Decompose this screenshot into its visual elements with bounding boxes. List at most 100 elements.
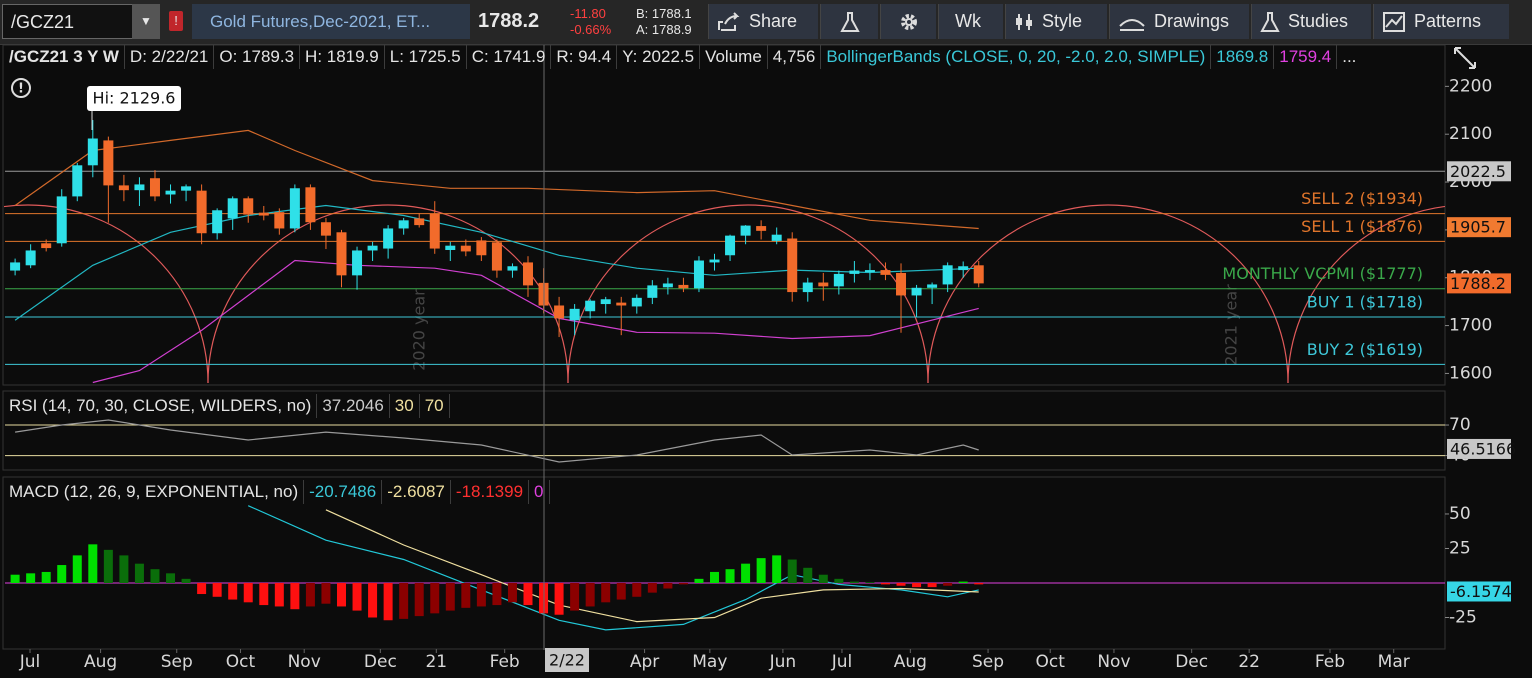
- x-tick-label: Jul: [19, 652, 41, 672]
- last-price: 1788.2: [478, 10, 540, 32]
- rsi-plot: [5, 419, 1445, 463]
- study-value: 70: [420, 394, 450, 418]
- histogram-bar: [632, 582, 642, 597]
- candle-body: [616, 302, 627, 306]
- candle-body: [585, 300, 596, 312]
- studies-button[interactable]: Studies: [1251, 4, 1371, 39]
- candle-body: [87, 138, 98, 166]
- candle-body: [445, 245, 456, 250]
- high-callout: Hi: 2129.6: [93, 89, 176, 108]
- candle-body: [212, 210, 223, 234]
- warning-icon[interactable]: !: [169, 11, 183, 31]
- histogram-bar: [974, 582, 984, 585]
- candle-body: [849, 270, 860, 274]
- button-label: Share: [749, 11, 798, 31]
- candle-body: [118, 185, 129, 191]
- candle-body: [165, 190, 176, 195]
- price-tag-label: -6.1574: [1450, 582, 1512, 601]
- histogram-bar: [585, 582, 595, 607]
- histogram-bar: [10, 574, 20, 583]
- style-icon: [1016, 13, 1032, 30]
- histogram-bar: [57, 565, 67, 583]
- high-callout-box: [87, 86, 181, 111]
- level-label: BUY 2 ($1619): [1307, 340, 1423, 359]
- x-tick-label: Aug: [84, 652, 117, 672]
- period-button[interactable]: Wk: [938, 4, 1003, 39]
- histogram-bar: [290, 582, 300, 610]
- histogram-bar: [212, 582, 222, 597]
- histogram-bar: [119, 555, 129, 583]
- description[interactable]: Gold Futures,Dec-2021, ET...: [192, 4, 470, 39]
- x-tick-label: Jun: [769, 652, 797, 672]
- candle-body: [911, 287, 922, 296]
- button-label: Style: [1042, 11, 1083, 31]
- histogram-bar: [958, 581, 968, 583]
- candle-body: [460, 245, 471, 252]
- indicator-line: [15, 419, 979, 463]
- alert-icon[interactable]: [11, 78, 31, 98]
- ask: A: 1788.9: [636, 22, 692, 37]
- x-tick-label: Feb: [490, 652, 520, 672]
- candle-body: [725, 235, 736, 256]
- header-item: /GCZ21 3 Y W: [4, 45, 125, 69]
- expand-icon[interactable]: [1454, 47, 1476, 69]
- button-label: Patterns: [1414, 11, 1482, 31]
- header-item: R: 94.4: [551, 45, 618, 69]
- price-plot: SELL 2 ($1934) SELL 1 ($1876) MONTHLY VCPM…: [5, 120, 1445, 384]
- year-label: 2021 year: [1222, 284, 1241, 366]
- histogram-bar: [383, 582, 393, 621]
- share-button[interactable]: Share: [708, 4, 818, 39]
- candle-body: [181, 186, 192, 191]
- level-label: SELL 1 ($1876): [1301, 217, 1423, 236]
- candle-body: [72, 165, 83, 197]
- candle-body: [864, 270, 875, 272]
- settings-button[interactable]: [880, 4, 936, 39]
- macd-pane: [2, 476, 1446, 650]
- candle-body: [227, 198, 238, 219]
- indicator-line: [325, 509, 979, 623]
- candle-body: [336, 232, 347, 276]
- candle-body: [41, 243, 52, 249]
- macd-plot: [5, 505, 1445, 631]
- candle-body: [600, 299, 611, 305]
- symbol-dropdown[interactable]: ▼: [132, 4, 160, 39]
- candle-body: [756, 226, 767, 231]
- histogram-bar: [943, 582, 953, 586]
- button-label: Studies: [1288, 11, 1349, 31]
- price-tag: [1447, 217, 1511, 238]
- candle-body: [740, 225, 751, 236]
- histogram-bar: [181, 578, 191, 583]
- histogram-bar: [896, 582, 906, 586]
- study-value: 1759.4: [1274, 45, 1338, 69]
- header-item: H: 1819.9: [300, 45, 385, 69]
- histogram-bar: [554, 582, 564, 615]
- histogram-bar: [41, 571, 51, 583]
- y-tick-label: 25: [1449, 538, 1471, 558]
- alert-icon-mark: !: [18, 82, 24, 97]
- histogram-bar: [166, 573, 176, 583]
- candle-body: [25, 250, 36, 266]
- price-pane: [2, 44, 1446, 386]
- histogram-bar: [72, 555, 82, 583]
- candle-body: [818, 282, 829, 287]
- histogram-bar: [445, 582, 455, 611]
- histogram-bar: [26, 573, 36, 583]
- x-tick-label: Jul: [831, 652, 853, 672]
- histogram-bar: [787, 559, 797, 583]
- lab-button[interactable]: [820, 4, 878, 39]
- drawings-button[interactable]: Drawings: [1109, 4, 1249, 39]
- histogram-bar: [399, 582, 409, 619]
- patterns-button[interactable]: Patterns: [1373, 4, 1509, 39]
- change-pct: -0.66%: [570, 22, 612, 37]
- study-value: 1869.8: [1211, 45, 1275, 69]
- histogram-bar: [849, 581, 859, 583]
- header-item: Y: 2022.5: [617, 45, 701, 69]
- price-header: /GCZ21 3 Y W D: 2/22/21 O: 1789.3 H: 1819.9…: [4, 45, 1361, 69]
- candle-body: [523, 262, 534, 286]
- histogram-bar: [523, 582, 533, 606]
- histogram-bar: [197, 582, 207, 595]
- candle-body: [414, 218, 425, 226]
- change: -11.80: [570, 6, 606, 21]
- style-button[interactable]: Style: [1005, 4, 1107, 39]
- histogram-bar: [368, 582, 378, 618]
